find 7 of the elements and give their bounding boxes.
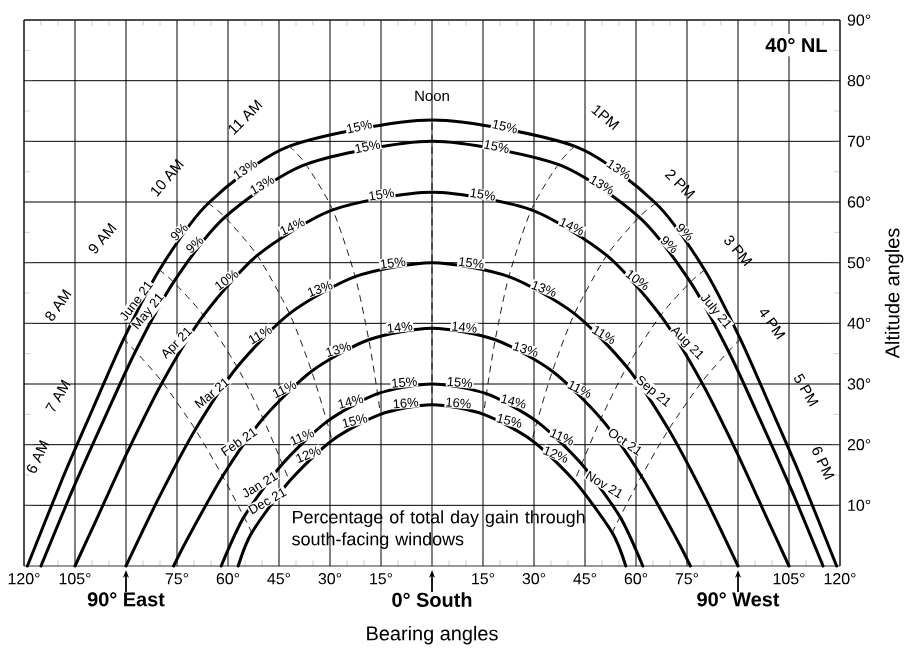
text: 90° East <box>87 592 165 607</box>
text: 40° NL <box>765 38 827 53</box>
x-axis-title: Bearing angles <box>367 625 498 645</box>
text: 90° West <box>697 592 780 607</box>
annotation: Percentage of total day gain through south-facing windows <box>292 510 585 549</box>
text: 0° South <box>392 592 472 607</box>
y-axis-title: Altitude angles <box>884 228 904 359</box>
